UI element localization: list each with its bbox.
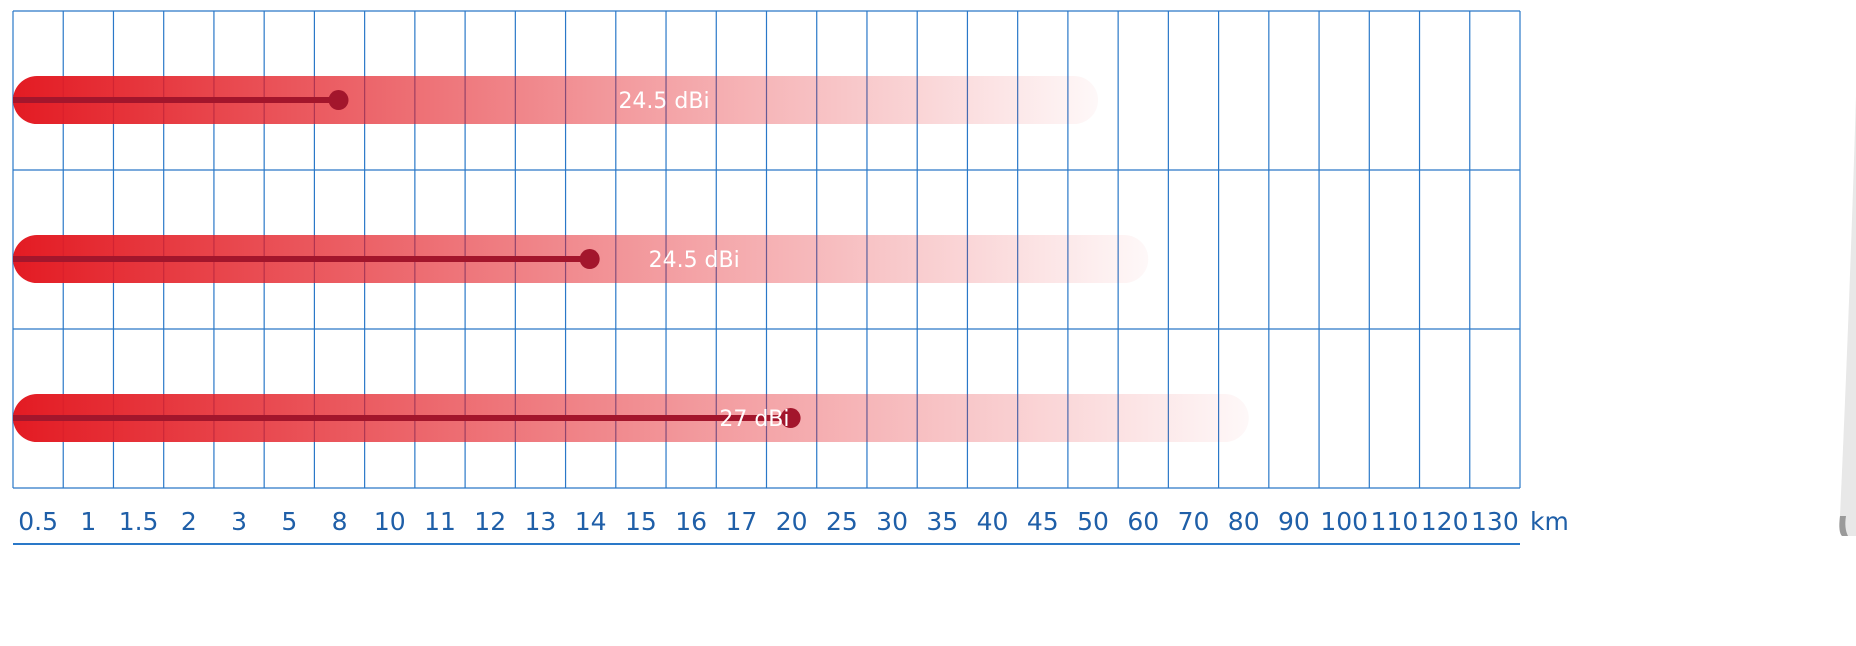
x-tick-label: 15 (625, 507, 657, 536)
x-tick-label: 13 (525, 507, 557, 536)
range-endpoint (579, 249, 600, 270)
x-tick-label: 12 (474, 507, 506, 536)
x-tick-label: 40 (977, 507, 1009, 536)
x-tick-label: 5 (281, 507, 297, 536)
antenna-illustration (1839, 96, 1856, 536)
x-tick-label: 0.5 (18, 507, 58, 536)
x-tick-label: 80 (1228, 507, 1260, 536)
x-tick-label: 90 (1278, 507, 1310, 536)
x-tick-label: 1.5 (119, 507, 159, 536)
x-tick-label: 3 (231, 507, 247, 536)
x-tick-label: 45 (1027, 507, 1059, 536)
x-tick-label: 8 (332, 507, 348, 536)
range-endpoint (780, 408, 801, 429)
x-tick-label: 10 (374, 507, 406, 536)
x-tick-label: 50 (1077, 507, 1109, 536)
chart-bars: 24.5 dBi 24.5 dBi 27 dBi (13, 76, 1249, 443)
x-tick-label: 120 (1421, 507, 1469, 536)
x-tick-label: 110 (1371, 507, 1419, 536)
x-tick-label: 20 (776, 507, 808, 536)
x-tick-label: 35 (926, 507, 958, 536)
bar-gain-label: 24.5 dBi (618, 89, 709, 114)
x-tick-label: 60 (1127, 507, 1159, 536)
x-axis-ticks: 0.5 1 1.5 2 3 5 8 10 11 12 13 14 15 16 17 20 25 30 35 40 45 5… (18, 507, 1569, 536)
x-tick-label: 100 (1320, 507, 1368, 536)
x-axis-unit: km (1530, 507, 1569, 536)
x-tick-label: 25 (826, 507, 858, 536)
x-tick-label: 14 (575, 507, 607, 536)
x-tick-label: 1 (80, 507, 96, 536)
x-tick-label: 17 (725, 507, 757, 536)
x-tick-label: 11 (424, 507, 456, 536)
x-tick-label: 16 (675, 507, 707, 536)
x-tick-label: 130 (1471, 507, 1519, 536)
bar-gain-label: 27 dBi (719, 407, 789, 432)
bar-gain-label: 24.5 dBi (649, 248, 740, 273)
x-tick-label: 70 (1178, 507, 1210, 536)
x-tick-label: 2 (181, 507, 197, 536)
x-tick-label: 30 (876, 507, 908, 536)
range-bar (13, 76, 1099, 125)
range-endpoint (328, 90, 349, 111)
